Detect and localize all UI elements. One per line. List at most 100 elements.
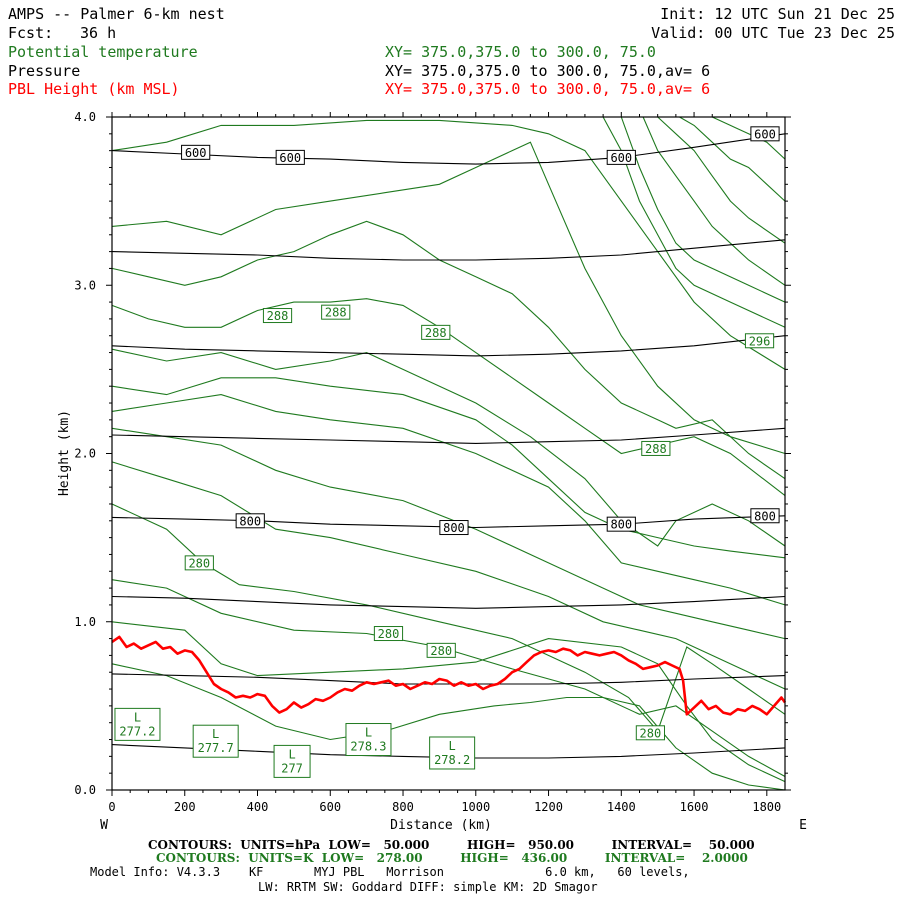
footer-pressure-contours: CONTOURS: UNITS=hPa LOW= 50.000 HIGH= 95… xyxy=(148,838,755,852)
x-tick-label: 200 xyxy=(174,800,196,814)
theta-contour-label: 280 xyxy=(188,556,210,570)
theta-contour-line xyxy=(111,348,786,547)
y-tick-label: 1.0 xyxy=(74,615,96,629)
low-marker-value: 277 xyxy=(281,761,303,775)
theta-contour-line xyxy=(111,663,786,791)
chart-title: AMPS -- Palmer 6-km nest xyxy=(8,5,225,23)
y-tick-label: 4.0 xyxy=(74,110,96,124)
theta-contour-label-box xyxy=(426,642,456,658)
theta-contour-line xyxy=(711,116,786,160)
theta-contour-line xyxy=(657,116,786,244)
theta-contour-label-box xyxy=(262,308,293,324)
field-name-pbl: PBL Height (km MSL) xyxy=(8,80,180,98)
x-tick-label: 1200 xyxy=(534,800,563,814)
x-tick-label: 600 xyxy=(319,800,341,814)
x-axis-label: Distance (km) xyxy=(390,818,492,833)
theta-contour-label-box xyxy=(373,626,404,642)
theta-contour-label-box xyxy=(421,324,451,340)
field-name-theta: Potential temperature xyxy=(8,43,198,61)
theta-contour-line xyxy=(620,116,786,303)
forecast-value: 36 h xyxy=(80,24,116,42)
pbl-height-line xyxy=(111,635,787,716)
theta-contour-line xyxy=(111,119,786,370)
theta-contour-label: 296 xyxy=(749,334,771,348)
pressure-contour-label: 600 xyxy=(279,151,301,165)
theta-contour-label-box xyxy=(321,304,351,320)
low-marker-box xyxy=(273,744,311,778)
pressure-contour-label-box xyxy=(181,144,211,160)
pressure-contour-label-box xyxy=(750,126,780,142)
pressure-contour-line xyxy=(111,239,786,261)
field-spec-theta: XY= 375.0,375.0 to 300.0, 75.0 xyxy=(385,43,656,61)
theta-contour-line xyxy=(111,461,786,690)
low-marker-value: 278.3 xyxy=(350,740,386,754)
low-marker-box xyxy=(114,707,161,741)
pressure-contour-label: 600 xyxy=(754,127,776,141)
footer-physics-info: LW: RRTM SW: Goddard DIFF: simple KM: 2D… xyxy=(258,880,598,894)
pressure-contour-label: 800 xyxy=(239,514,261,528)
y-tick-label: 3.0 xyxy=(74,278,96,292)
contour-labels: 600 600 600 600 800 800 800 800 288 288 288 288 296 2… xyxy=(114,126,780,778)
low-marker-value: 278.2 xyxy=(434,753,470,767)
theta-contour-line xyxy=(642,116,786,286)
y-tick-label: 2.0 xyxy=(74,447,96,461)
low-marker-box xyxy=(429,736,476,770)
theta-contour-line xyxy=(111,141,786,455)
footer-model-info: Model Info: V4.3.3 KF MYJ PBL Morrison 6… xyxy=(90,865,690,879)
x-tick-label: 400 xyxy=(247,800,269,814)
pbl-height-series xyxy=(111,635,787,716)
theta-contour-line xyxy=(111,427,786,640)
low-marker-box xyxy=(192,724,239,758)
field-spec-pressure: XY= 375.0,375.0 to 300.0, 75.0,av= 6 xyxy=(385,62,710,80)
pressure-contour-label: 600 xyxy=(185,146,207,160)
theta-contour-label-box xyxy=(641,440,671,456)
low-marker-value: 277.7 xyxy=(198,741,234,755)
init-time: Init: 12 UTC Sun 21 Dec 25 xyxy=(660,5,895,23)
west-label: W xyxy=(100,818,108,833)
pressure-contour-label-box xyxy=(606,149,636,165)
pressure-contour-line xyxy=(111,427,786,444)
pressure-contour-label: 600 xyxy=(610,151,632,165)
pressure-contour-label-box xyxy=(439,520,469,536)
theta-contour-label: 288 xyxy=(645,442,667,456)
pressure-contour-label: 800 xyxy=(754,509,776,523)
low-marker-letter: L xyxy=(449,739,456,753)
x-tick-label: 1400 xyxy=(607,800,636,814)
y-axis-label: Height (km) xyxy=(57,410,72,496)
footer-theta-contours: CONTOURS: UNITS=K LOW= 278.00 HIGH= 436.… xyxy=(156,851,748,865)
theta-contour-line xyxy=(111,220,786,480)
east-label: E xyxy=(799,818,807,833)
low-marker-box xyxy=(345,723,392,757)
theta-contour-label: 280 xyxy=(430,644,452,658)
theta-contour-label-box xyxy=(635,725,665,741)
pressure-contour-line xyxy=(111,133,786,165)
pressure-contour-label-box xyxy=(606,516,636,532)
pressure-contour-label-box xyxy=(235,513,265,529)
theta-contour-line xyxy=(111,579,786,777)
pressure-contour-label-box xyxy=(750,508,780,524)
x-tick-label: 1800 xyxy=(752,800,781,814)
pressure-contour-line xyxy=(111,335,786,357)
field-name-pressure: Pressure xyxy=(8,62,80,80)
theta-contour-line xyxy=(111,621,786,783)
theta-contour-label: 280 xyxy=(640,726,662,740)
pressure-contour-line xyxy=(111,595,786,609)
low-marker-letter: L xyxy=(365,726,372,740)
valid-time: Valid: 00 UTC Tue 23 Dec 25 xyxy=(651,24,895,42)
theta-contour-line xyxy=(111,394,786,606)
pressure-contour-label-box xyxy=(275,149,305,165)
axes: 0 200 400 600 800 1000 1200 1400 1600 1800 0.0 1.0 2… xyxy=(74,110,791,814)
theta-contour-label-box xyxy=(744,333,775,349)
theta-contour-label: 288 xyxy=(425,326,447,340)
theta-contour-line xyxy=(111,503,786,733)
pressure-contour-label: 800 xyxy=(610,518,632,532)
theta-contour-label: 280 xyxy=(378,627,400,641)
x-tick-label: 800 xyxy=(392,800,414,814)
theta-contour-label: 288 xyxy=(325,306,347,320)
low-marker-letter: L xyxy=(212,727,219,741)
x-tick-label: 0 xyxy=(108,800,115,814)
theta-contour-line xyxy=(111,377,786,559)
theta-contour-label-box xyxy=(184,555,214,571)
low-marker-letter: L xyxy=(134,710,141,724)
